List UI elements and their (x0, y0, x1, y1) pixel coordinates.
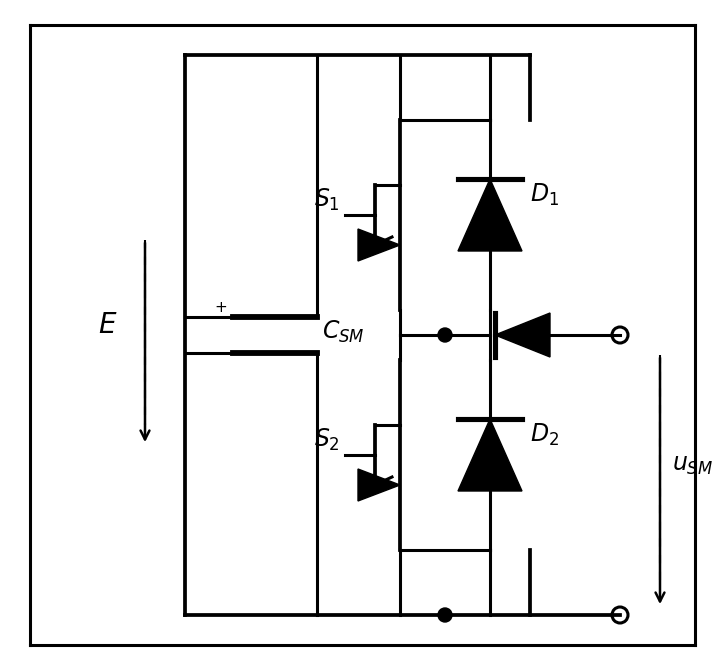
Text: $S_1$: $S_1$ (314, 187, 340, 213)
Text: $D_2$: $D_2$ (530, 422, 559, 448)
Text: $S_2$: $S_2$ (314, 427, 340, 453)
Text: $C_{SM}$: $C_{SM}$ (322, 319, 365, 345)
Circle shape (438, 608, 452, 622)
Circle shape (438, 328, 452, 342)
Text: $D_1$: $D_1$ (530, 182, 559, 208)
Text: $+$: $+$ (215, 300, 228, 315)
Polygon shape (458, 419, 522, 491)
Polygon shape (458, 179, 522, 251)
Text: $u_{SM}$: $u_{SM}$ (672, 453, 713, 477)
Text: $E$: $E$ (99, 311, 117, 339)
Polygon shape (495, 313, 550, 357)
Polygon shape (358, 469, 400, 501)
Polygon shape (358, 229, 400, 261)
